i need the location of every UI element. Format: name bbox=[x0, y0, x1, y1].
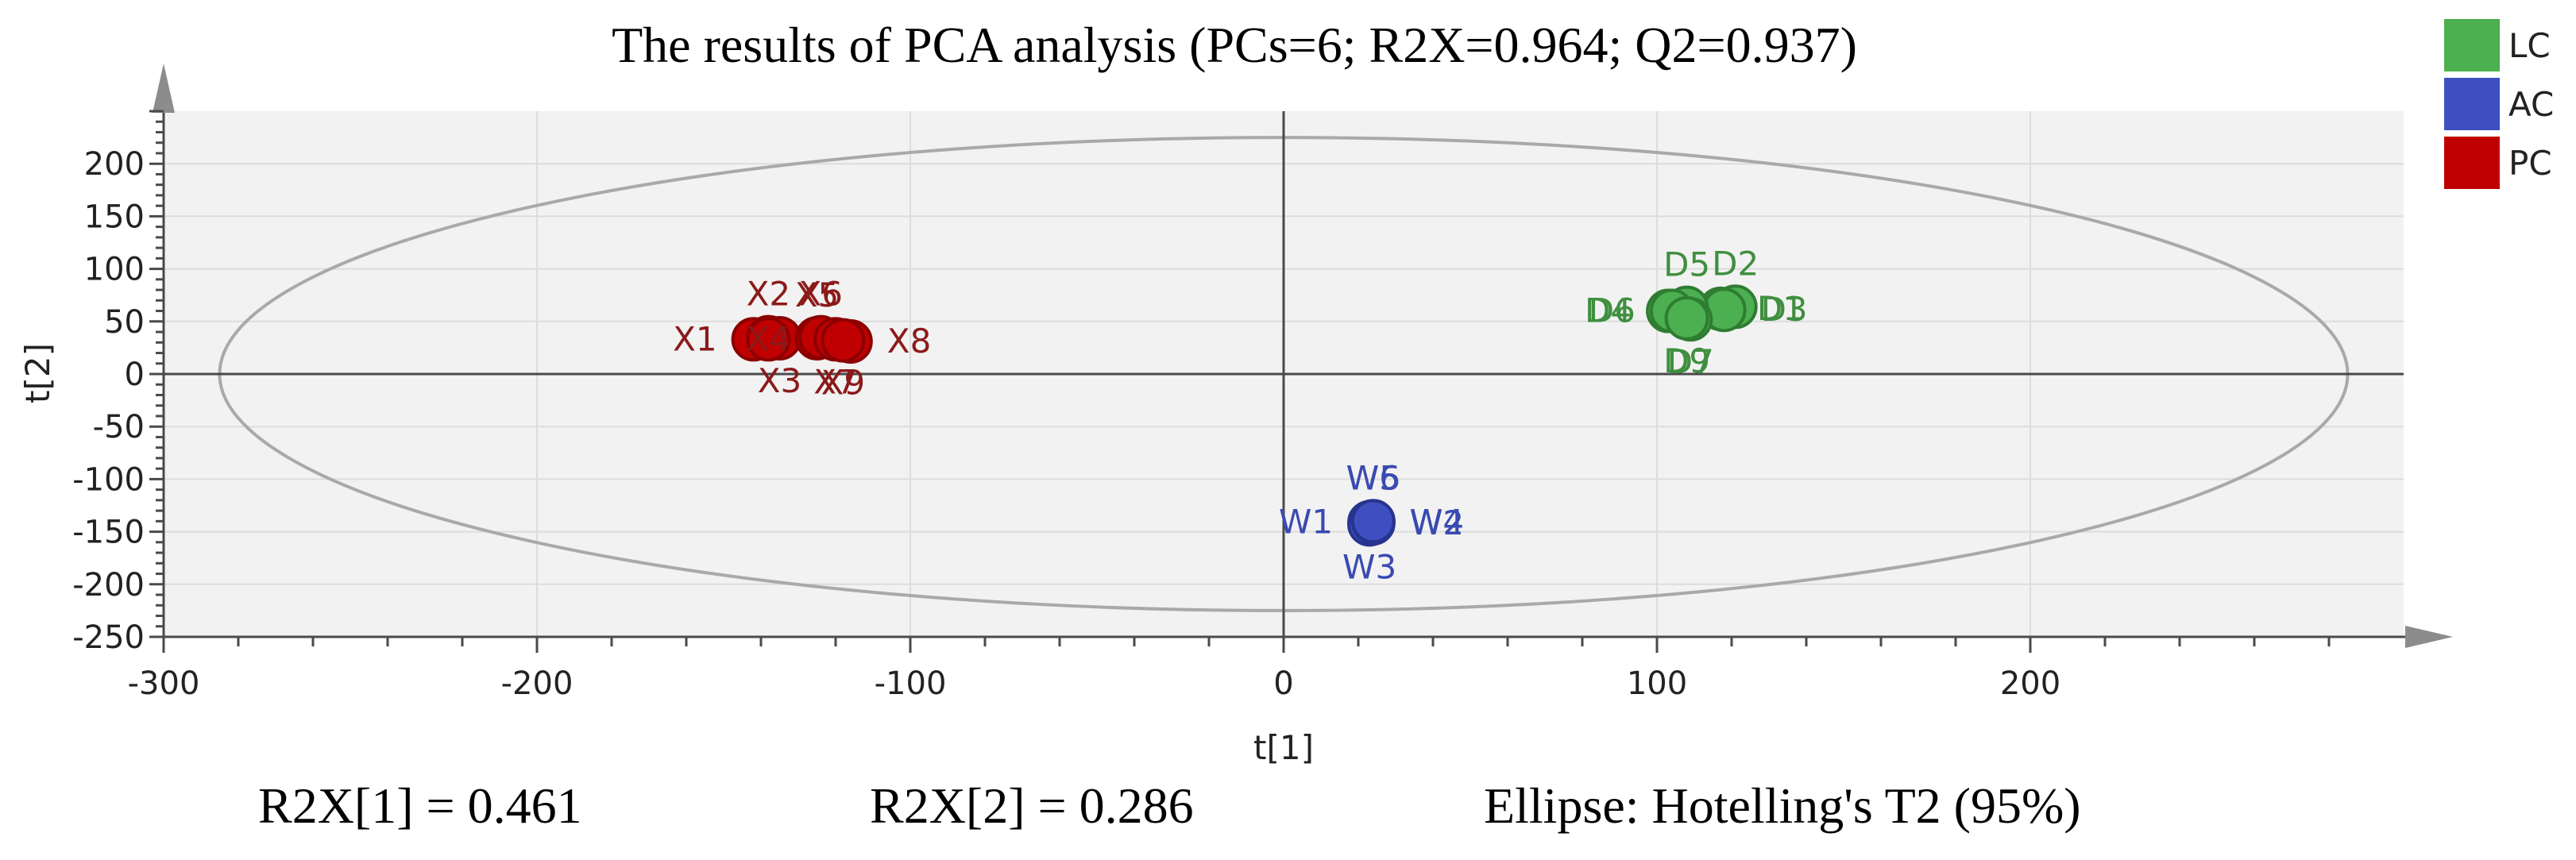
point-label-x6: X6 bbox=[798, 275, 843, 314]
x-tick-label: -100 bbox=[875, 665, 947, 702]
point-label-x3: X3 bbox=[758, 361, 802, 400]
legend-label-lc: LC bbox=[2508, 26, 2551, 65]
x-tick-label: 0 bbox=[1273, 665, 1293, 702]
point-label-x1: X1 bbox=[673, 319, 717, 358]
point-label-w1: W1 bbox=[1279, 503, 1333, 542]
x-tick-label: 100 bbox=[1627, 665, 1687, 702]
point-label-w3: W3 bbox=[1342, 547, 1396, 586]
y-tick-label: -250 bbox=[72, 619, 145, 656]
point-label-x2: X2 bbox=[747, 275, 791, 314]
point-label-d1: D1 bbox=[1757, 289, 1804, 328]
y-tick-label: -200 bbox=[72, 567, 145, 604]
legend-label-ac: AC bbox=[2508, 85, 2554, 124]
point-d9 bbox=[1664, 295, 1709, 341]
legend: LC AC PC bbox=[2444, 19, 2554, 189]
y-axis-label: t[2] bbox=[18, 343, 57, 403]
x-axis-arrow bbox=[2405, 626, 2453, 648]
point-label-d3: D3 bbox=[1761, 290, 1808, 329]
y-tick-label: 150 bbox=[84, 199, 145, 235]
legend-swatch-lc bbox=[2444, 19, 2500, 71]
footer-r2x1: R2X[1] = 0.461 bbox=[258, 777, 582, 834]
point-label-d9: D9 bbox=[1663, 341, 1710, 380]
point-label-x9: X9 bbox=[821, 364, 866, 403]
point-label-d4: D4 bbox=[1585, 291, 1632, 330]
footer-r2x2: R2X[2] = 0.286 bbox=[870, 777, 1194, 834]
y-tick-label: -150 bbox=[72, 515, 145, 551]
chart-title: The results of PCA analysis (PCs=6; R2X=… bbox=[612, 17, 1857, 73]
point-label-w6: W6 bbox=[1346, 458, 1400, 497]
y-tick-label: 50 bbox=[104, 304, 145, 341]
point-label-d2: D2 bbox=[1712, 244, 1759, 283]
point-w6 bbox=[1350, 499, 1396, 544]
x-tick-label: -200 bbox=[501, 665, 574, 702]
axes: -300 -200 -100 0 100 200 -250 -200 -150 -100 -50 0 5… bbox=[72, 64, 2453, 702]
y-tick-label: -50 bbox=[93, 409, 145, 445]
y-tick-label: 0 bbox=[125, 357, 145, 393]
y-axis-arrow bbox=[153, 64, 175, 113]
point-label-x5: X5 bbox=[795, 276, 840, 314]
point-x4 bbox=[746, 317, 791, 362]
scatter-points bbox=[731, 284, 1758, 547]
point-label-w2: W2 bbox=[1410, 503, 1464, 542]
point-label-x4: X4 bbox=[747, 319, 791, 358]
point-label-x8: X8 bbox=[887, 322, 932, 361]
point-label-w5: W5 bbox=[1346, 458, 1400, 497]
y-tick-label: -100 bbox=[72, 461, 145, 498]
point-label-w4: W4 bbox=[1410, 503, 1464, 542]
point-label-d6: D6 bbox=[1589, 291, 1636, 330]
legend-label-pc: PC bbox=[2508, 144, 2552, 183]
legend-swatch-ac bbox=[2444, 78, 2500, 130]
x-tick-label: -300 bbox=[128, 665, 200, 702]
y-tick-label: 100 bbox=[84, 252, 145, 288]
footer-ellipse-text: Ellipse: Hotelling's T2 (95%) bbox=[1484, 777, 2081, 834]
y-tick-label: 200 bbox=[84, 146, 145, 183]
x-tick-label: 200 bbox=[2000, 665, 2060, 702]
x-axis-label: t[1] bbox=[1253, 728, 1314, 767]
point-x9 bbox=[821, 318, 866, 363]
point-label-d7: D7 bbox=[1667, 342, 1714, 381]
legend-swatch-pc bbox=[2444, 137, 2500, 189]
point-label-d5: D5 bbox=[1663, 245, 1710, 284]
point-label-x7: X7 bbox=[813, 362, 858, 401]
